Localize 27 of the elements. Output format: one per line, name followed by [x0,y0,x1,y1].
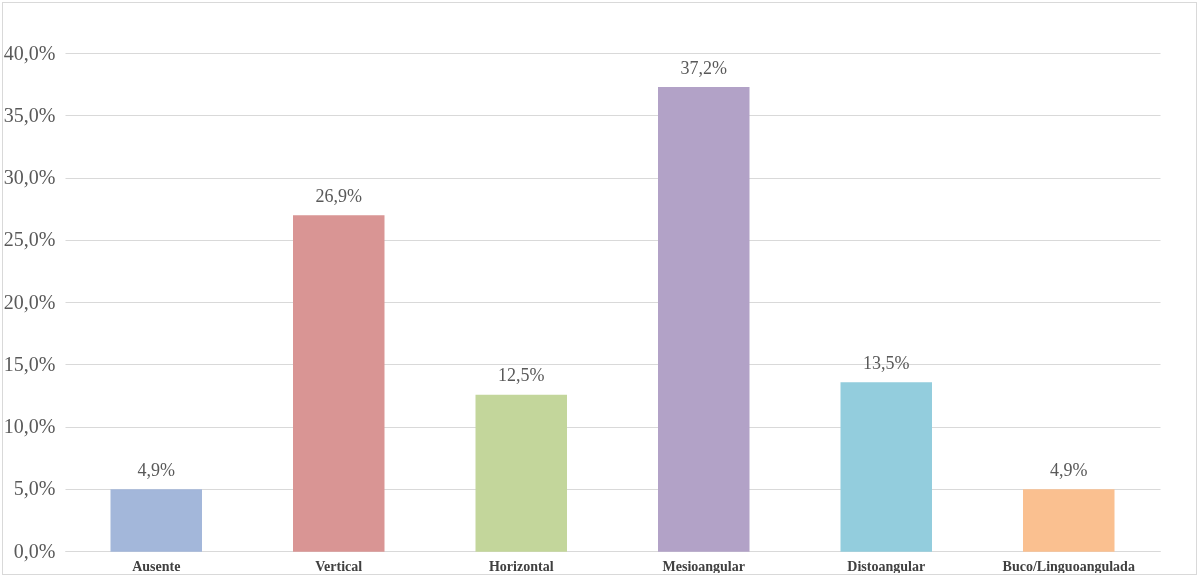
y-tick-label: 5,0% [13,477,56,500]
data-label: 4,9% [137,459,175,480]
x-tick-label: Ausente [132,558,181,574]
y-tick-label: 35,0% [3,103,56,126]
x-tick-label: Buco/Linguoangulada [1002,558,1135,574]
bar [475,394,567,552]
data-label: 37,2% [680,57,727,78]
bar [293,215,385,552]
bar [840,382,932,552]
data-label: 12,5% [498,365,545,386]
y-tick-label: 0,0% [13,539,56,562]
y-tick-label: 25,0% [3,228,56,251]
bar [1023,489,1115,552]
data-label: 13,5% [863,352,910,373]
y-tick-label: 30,0% [3,166,56,188]
bar [110,489,202,552]
x-tick-label: Horizontal [488,558,554,574]
x-tick-label: Vertical [315,558,363,574]
y-tick-label: 40,0% [3,41,56,64]
y-tick-label: 10,0% [3,415,56,437]
data-label: 26,9% [315,186,362,207]
y-tick-label: 15,0% [3,352,56,375]
x-tick-label: Mesioangular [662,558,745,574]
bar [658,87,750,552]
data-label: 4,9% [1050,459,1088,480]
y-tick-label: 20,0% [3,290,56,313]
x-tick-label: Distoangular [847,558,926,574]
